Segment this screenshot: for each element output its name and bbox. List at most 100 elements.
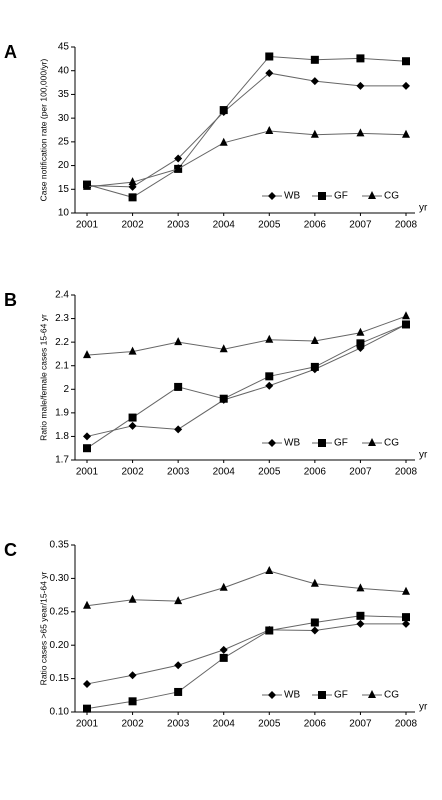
x-tick-label: 2002	[121, 467, 144, 478]
marker	[174, 163, 183, 172]
marker	[268, 691, 276, 699]
marker	[265, 52, 274, 61]
y-tick-label: 2.4	[55, 290, 69, 301]
panel-label: C	[4, 540, 17, 560]
y-tick-label: 25	[58, 136, 70, 147]
marker	[318, 192, 326, 200]
x-tick-label: 2007	[349, 220, 372, 231]
x-tick-label: 2008	[395, 467, 418, 478]
x-tick-label: 2002	[121, 220, 144, 231]
marker	[128, 671, 137, 680]
legend-label: CG	[384, 191, 399, 202]
series-line	[86, 55, 407, 198]
marker	[219, 106, 228, 115]
panel-label: B	[4, 290, 17, 310]
panel-label: A	[4, 42, 17, 62]
marker	[219, 344, 228, 353]
y-tick-label: 10	[58, 208, 70, 219]
marker	[219, 137, 228, 146]
marker	[356, 619, 365, 628]
marker	[402, 586, 410, 595]
y-tick-label: 2.3	[55, 313, 69, 324]
y-tick-label: 15	[58, 184, 70, 195]
x-axis-title: yr	[419, 203, 428, 214]
y-axis-title: Ratio cases >65 year/15-64 yr	[38, 572, 48, 686]
y-tick-label: 0.35	[50, 540, 70, 551]
x-tick-label: 2005	[258, 467, 281, 478]
series-line	[86, 570, 407, 607]
marker	[356, 339, 365, 348]
legend-label: CG	[384, 438, 399, 449]
marker	[402, 81, 410, 90]
marker	[174, 154, 183, 163]
marker	[368, 690, 376, 698]
marker	[128, 421, 137, 430]
marker	[310, 335, 319, 344]
marker	[174, 661, 183, 670]
marker	[310, 77, 319, 86]
x-tick-label: 2004	[213, 467, 236, 478]
marker	[402, 311, 410, 320]
marker	[402, 320, 410, 329]
series-line	[86, 130, 407, 188]
y-axis-title: Ratio male/female cases 15-64 yr	[38, 314, 48, 441]
marker	[128, 594, 137, 603]
y-tick-label: 35	[58, 89, 70, 100]
y-tick-label: 2.1	[55, 360, 69, 371]
marker	[402, 57, 410, 66]
marker	[128, 697, 137, 706]
marker	[356, 583, 365, 592]
marker	[265, 125, 274, 134]
x-tick-label: 2006	[304, 467, 327, 478]
marker	[268, 439, 276, 447]
marker	[310, 362, 319, 371]
y-tick-label: 2.2	[55, 337, 69, 348]
y-tick-label: 1.8	[55, 431, 69, 442]
marker	[318, 439, 326, 447]
x-tick-label: 2008	[395, 220, 418, 231]
marker	[128, 346, 137, 355]
marker	[310, 578, 319, 587]
marker	[174, 596, 183, 605]
marker	[83, 679, 91, 688]
x-tick-label: 2003	[167, 220, 190, 231]
x-tick-label: 2002	[121, 719, 144, 730]
marker	[219, 394, 228, 403]
marker	[219, 645, 228, 654]
legend-label: CG	[384, 690, 399, 701]
y-tick-label: 0.30	[50, 573, 70, 584]
legend-label: WB	[284, 690, 300, 701]
marker	[310, 618, 319, 627]
y-tick-label: 2	[63, 384, 69, 395]
x-tick-label: 2004	[213, 220, 236, 231]
marker	[356, 81, 365, 90]
marker	[83, 600, 91, 609]
series-line	[86, 72, 406, 188]
legend-label: WB	[284, 438, 300, 449]
x-tick-label: 2005	[258, 220, 281, 231]
marker	[83, 350, 91, 359]
series-line	[86, 324, 407, 437]
x-axis-title: yr	[419, 450, 428, 461]
marker	[174, 337, 183, 346]
marker	[268, 192, 276, 200]
y-tick-label: 0.20	[50, 640, 70, 651]
y-axis-title: Case notification rate (per 100,000/yr)	[38, 58, 48, 201]
legend-label: GF	[334, 438, 348, 449]
marker	[174, 687, 183, 696]
x-tick-label: 2003	[167, 719, 190, 730]
marker	[368, 191, 376, 199]
y-tick-label: 0.25	[50, 606, 70, 617]
x-tick-label: 2006	[304, 719, 327, 730]
marker	[402, 613, 410, 622]
marker	[356, 611, 365, 620]
marker	[368, 438, 376, 446]
marker	[219, 582, 228, 591]
y-tick-label: 1.7	[55, 455, 69, 466]
marker	[265, 626, 274, 635]
marker	[402, 619, 410, 628]
marker	[356, 54, 365, 63]
marker	[219, 653, 228, 662]
marker	[83, 444, 91, 453]
